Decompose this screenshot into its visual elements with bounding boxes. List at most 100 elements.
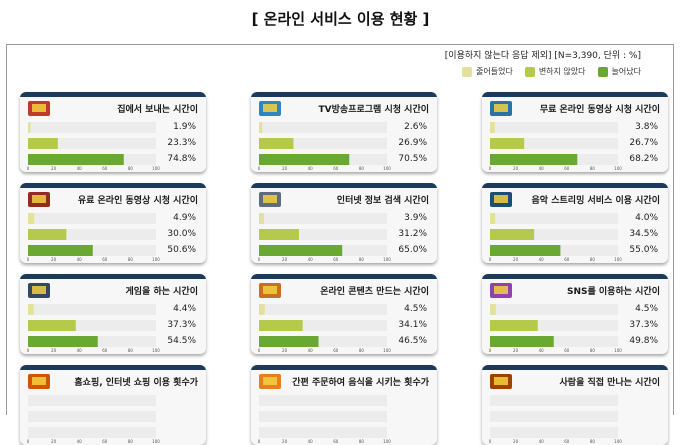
chart-note: [이용하지 않는다 응답 제외] [N=3,390, 단위 : %] xyxy=(444,51,641,61)
bar-increased xyxy=(259,154,350,165)
bar-track xyxy=(259,213,387,224)
bar-unchanged xyxy=(490,229,535,240)
bar-track xyxy=(28,427,156,438)
data-label: 65.0% xyxy=(398,245,427,255)
x-tick-label: 0 xyxy=(489,348,492,353)
x-tick-label: 80 xyxy=(359,257,365,262)
panel-header-bar xyxy=(20,92,206,97)
bar-track xyxy=(259,320,387,331)
x-tick-label: 80 xyxy=(128,257,134,262)
data-label: 55.0% xyxy=(629,245,658,255)
panel-card: 간편 주문하여 음식을 시키는 횟수가 0 20 40 60 80 100 xyxy=(251,365,437,445)
headphones-icon xyxy=(488,189,514,209)
bar-unchanged xyxy=(28,229,67,240)
x-tick-label: 20 xyxy=(282,257,288,262)
legend-swatch-decreased xyxy=(462,66,472,77)
x-tick-label: 80 xyxy=(128,348,134,353)
x-tick-label: 20 xyxy=(51,348,57,353)
panel-value-labels: 3.8% 26.7% 68.2% xyxy=(629,119,658,167)
data-label: 54.5% xyxy=(167,336,196,346)
x-tick-label: 0 xyxy=(27,348,30,353)
data-label: 34.1% xyxy=(398,320,427,330)
panel-title: 인터넷 정보 검색 시간이 xyxy=(336,196,429,206)
x-tick-label: 60 xyxy=(333,257,339,262)
data-label: 37.3% xyxy=(167,320,196,330)
x-tick-label: 0 xyxy=(489,166,492,171)
panel-header-bar xyxy=(251,274,437,279)
panel-header-bar xyxy=(482,183,668,188)
x-tick-label: 20 xyxy=(51,439,57,444)
bar-increased xyxy=(28,245,93,256)
bar-decreased xyxy=(28,122,31,133)
legend: 줄어들었다 변하지 않았다 늘어났다 xyxy=(462,66,641,77)
bar-track xyxy=(28,122,156,133)
panel-card: 온라인 콘텐츠 만드는 시간이 0 20 40 60 80 100 4.5% 34.1% 46.5… xyxy=(251,274,437,354)
panel-value-labels: 4.9% 30.0% 50.6% xyxy=(167,210,196,258)
panel-header-bar xyxy=(20,274,206,279)
x-tick-label: 80 xyxy=(590,166,596,171)
bar-unchanged xyxy=(259,138,294,149)
bar-decreased xyxy=(490,122,495,133)
data-label: 26.7% xyxy=(629,138,658,148)
panel-title: 사람을 직접 만나는 시간이 xyxy=(559,378,660,388)
panel-card: 사람을 직접 만나는 시간이 0 20 40 60 80 100 xyxy=(482,365,668,445)
data-label: 4.9% xyxy=(173,213,196,223)
x-tick-label: 80 xyxy=(128,439,134,444)
legend-swatch-increased xyxy=(597,66,608,77)
panel-card: 게임을 하는 시간이 0 20 40 60 80 100 4.4% 37.3% 54.5% xyxy=(20,274,206,354)
x-tick-label: 0 xyxy=(258,166,261,171)
x-tick-label: 100 xyxy=(614,348,622,353)
bar-decreased xyxy=(490,304,496,315)
data-label: 3.8% xyxy=(635,122,658,132)
social-network-icon xyxy=(488,280,514,300)
x-tick-label: 40 xyxy=(308,257,314,262)
panel-value-labels: 3.9% 31.2% 65.0% xyxy=(398,210,427,258)
bar-unchanged xyxy=(259,229,299,240)
panel-card: SNS를 이용하는 시간이 0 20 40 60 80 100 4.5% 37.3% 49.8% xyxy=(482,274,668,354)
gamepad-icon xyxy=(26,280,52,300)
x-tick-label: 40 xyxy=(308,439,314,444)
x-tick-label: 60 xyxy=(333,348,339,353)
bar-decreased xyxy=(259,213,264,224)
panel-title: 온라인 콘텐츠 만드는 시간이 xyxy=(320,287,429,297)
x-tick-label: 100 xyxy=(152,166,160,171)
panel-value-labels: 2.6% 26.9% 70.5% xyxy=(398,119,427,167)
panel-title: 홈쇼핑, 인터넷 쇼핑 이용 횟수가 xyxy=(74,378,198,388)
legend-label-decreased: 줄어들었다 xyxy=(476,67,513,76)
panel-value-labels: 4.5% 34.1% 46.5% xyxy=(398,301,427,349)
bar-decreased xyxy=(28,213,35,224)
x-tick-label: 80 xyxy=(590,439,596,444)
panel-card: 인터넷 정보 검색 시간이 0 20 40 60 80 100 3.9% 31.2% 65.0% xyxy=(251,183,437,263)
x-tick-label: 0 xyxy=(489,439,492,444)
x-tick-label: 40 xyxy=(77,257,83,262)
panel-bar-chart: 0 20 40 60 80 100 xyxy=(489,213,622,262)
panel-bar-chart: 0 20 40 60 80 100 xyxy=(258,122,391,171)
bar-increased xyxy=(259,336,319,347)
data-label: 30.0% xyxy=(167,229,196,239)
legend-item-decreased: 줄어들었다 xyxy=(462,66,513,77)
x-tick-label: 40 xyxy=(539,439,545,444)
food-delivery-icon xyxy=(257,371,283,391)
content-creation-icon xyxy=(257,280,283,300)
bar-track xyxy=(259,411,387,422)
x-tick-label: 20 xyxy=(282,166,288,171)
x-tick-label: 20 xyxy=(513,166,519,171)
panel-header-bar xyxy=(20,365,206,370)
bar-increased xyxy=(28,336,98,347)
x-tick-label: 80 xyxy=(359,439,365,444)
bar-track xyxy=(490,138,618,149)
x-tick-label: 20 xyxy=(282,439,288,444)
bar-track xyxy=(490,395,618,406)
x-tick-label: 60 xyxy=(564,348,570,353)
bar-increased xyxy=(490,245,561,256)
panel-bar-chart: 0 20 40 60 80 100 xyxy=(27,395,160,444)
x-tick-label: 20 xyxy=(513,439,519,444)
x-tick-label: 100 xyxy=(383,348,391,353)
x-tick-label: 40 xyxy=(308,348,314,353)
bar-track xyxy=(259,138,387,149)
panel-value-labels: 4.4% 37.3% 54.5% xyxy=(167,301,196,349)
x-tick-label: 60 xyxy=(333,166,339,171)
data-label: 34.5% xyxy=(629,229,658,239)
panel-header-bar xyxy=(251,183,437,188)
video-play-icon xyxy=(26,189,52,209)
